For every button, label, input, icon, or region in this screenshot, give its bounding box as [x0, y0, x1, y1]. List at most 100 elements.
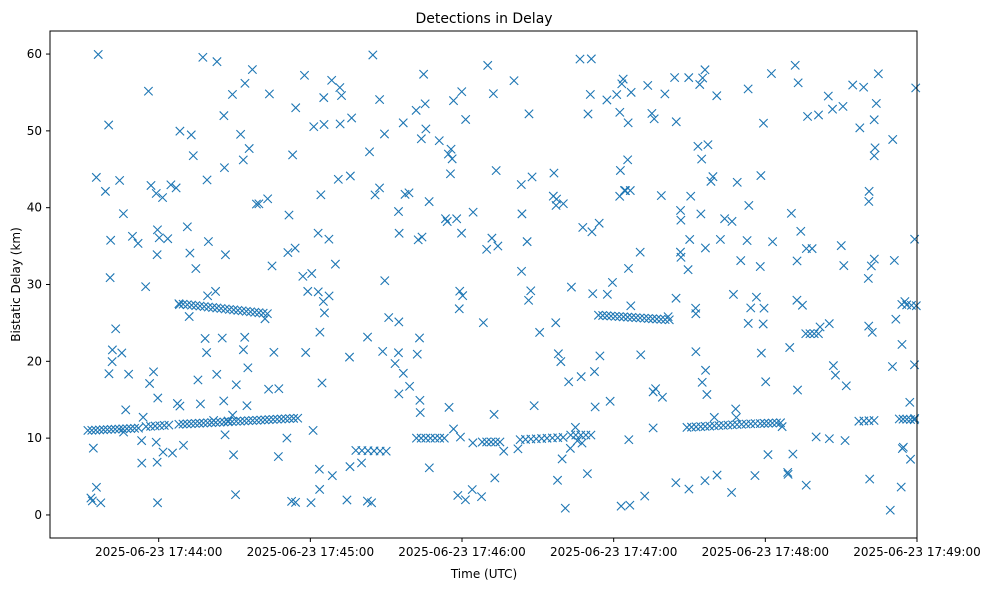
data-point	[411, 105, 421, 115]
data-point	[840, 435, 850, 446]
data-point	[247, 64, 257, 75]
data-point	[194, 418, 204, 428]
data-point	[529, 401, 539, 411]
data-point	[273, 451, 283, 462]
data-point	[308, 425, 318, 436]
data-point	[219, 111, 229, 121]
data-point	[315, 484, 325, 494]
data-point	[282, 433, 292, 443]
data-point	[448, 424, 459, 434]
data-point	[583, 109, 593, 119]
data-point	[869, 151, 879, 161]
data-point	[590, 402, 600, 412]
data-point	[417, 232, 427, 242]
data-point	[293, 413, 303, 423]
data-point	[333, 174, 343, 184]
y-tick-label: 50	[27, 124, 42, 138]
data-point	[626, 87, 636, 97]
data-point	[887, 361, 898, 372]
data-point	[458, 291, 468, 301]
data-point	[251, 199, 262, 209]
data-point	[732, 419, 742, 430]
data-point	[452, 214, 462, 224]
data-point	[141, 422, 151, 432]
data-point	[750, 418, 760, 429]
data-point	[220, 250, 231, 260]
data-point	[570, 422, 581, 432]
data-point	[175, 126, 185, 136]
data-point	[467, 484, 477, 495]
data-point	[702, 389, 712, 400]
data-point	[141, 282, 151, 292]
data-point	[442, 216, 452, 227]
data-point	[272, 414, 282, 424]
data-point	[527, 172, 537, 182]
data-point	[743, 318, 753, 328]
data-point	[430, 433, 440, 443]
data-point	[152, 225, 163, 235]
data-point	[138, 412, 148, 422]
data-point	[105, 273, 115, 283]
data-point	[815, 322, 825, 332]
data-point	[731, 412, 741, 423]
data-point	[551, 318, 561, 328]
data-point	[755, 261, 765, 272]
data-point	[718, 420, 728, 430]
data-point	[586, 430, 596, 440]
data-point	[184, 311, 194, 322]
data-point	[425, 433, 436, 443]
data-point	[751, 292, 762, 302]
data-point	[319, 93, 329, 103]
data-point	[98, 425, 109, 435]
data-point	[495, 437, 505, 447]
data-point	[487, 233, 497, 243]
data-point	[848, 80, 858, 90]
data-point	[811, 432, 821, 442]
data-point	[635, 313, 645, 323]
data-point	[453, 490, 463, 501]
data-point	[910, 413, 920, 424]
data-point	[706, 176, 716, 186]
data-point	[327, 471, 337, 481]
data-point	[264, 415, 274, 425]
data-point	[905, 397, 915, 407]
data-point	[188, 151, 198, 161]
data-point	[708, 172, 718, 182]
data-point	[696, 209, 706, 219]
data-point	[626, 301, 636, 311]
data-point	[152, 457, 162, 467]
data-point	[813, 110, 824, 120]
data-point	[202, 175, 212, 185]
data-point	[111, 324, 121, 334]
data-point	[243, 363, 253, 373]
data-point	[813, 329, 824, 339]
data-point	[643, 80, 653, 91]
data-point	[145, 378, 155, 389]
data-point	[801, 244, 811, 254]
data-point	[900, 296, 910, 307]
data-point	[691, 422, 701, 432]
data-point	[635, 247, 645, 257]
data-point	[303, 286, 313, 296]
data-point	[424, 463, 434, 473]
data-point	[585, 89, 595, 100]
data-point	[526, 286, 536, 296]
data-point	[288, 150, 298, 160]
data-point	[394, 317, 404, 327]
data-point	[110, 424, 120, 434]
data-point	[324, 234, 334, 244]
y-axis-label: Bistatic Delay (km)	[9, 227, 23, 342]
data-point	[839, 261, 849, 271]
data-point	[700, 421, 710, 431]
data-point	[238, 155, 248, 165]
data-point	[439, 433, 449, 443]
data-point	[137, 458, 147, 468]
data-point	[152, 498, 163, 508]
data-point	[691, 347, 701, 357]
data-point	[216, 303, 226, 314]
data-point	[610, 311, 620, 321]
data-point	[394, 389, 404, 399]
data-point	[356, 458, 367, 468]
data-point	[233, 305, 243, 315]
